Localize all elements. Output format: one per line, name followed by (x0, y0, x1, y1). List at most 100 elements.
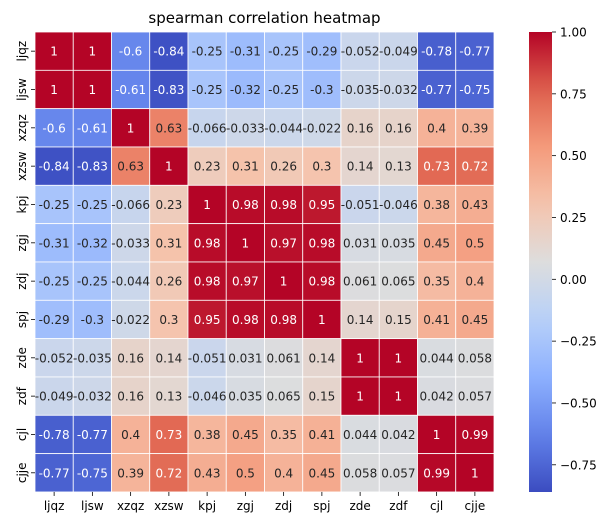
heatmap-cell-cjl-zde (340, 414, 380, 455)
heatmap-cell-xzqz-xzsw (149, 108, 189, 148)
cell-value-label: 0.39 (117, 466, 144, 480)
heatmap-cell-cjje-zdf (378, 453, 418, 493)
cell-value-label: 0.98 (309, 275, 336, 289)
heatmap-cell-xzqz-zdj (264, 108, 304, 148)
cell-value-label: -0.61 (77, 121, 108, 135)
heatmap-cell-zde-zgj (225, 338, 265, 378)
x-tick-label: zdf (389, 499, 408, 513)
cell-value-label: 0.061 (343, 275, 377, 289)
heatmap-cell-zdf-ljsw (72, 376, 112, 416)
cell-value-label: -0.25 (39, 198, 70, 212)
cell-value-label: 0.16 (117, 390, 144, 404)
cell-value-label: 0.15 (309, 390, 336, 404)
cell-value-label: 1 (50, 45, 58, 59)
x-tick-label: cjl (430, 499, 443, 513)
heatmap-cell-ljsw-cjje (455, 69, 495, 110)
cell-value-label: 0.042 (419, 390, 453, 404)
cell-value-label: 0.065 (381, 275, 415, 289)
heatmap-cell-zgj-cjje (455, 223, 495, 263)
colorbar: 1.00 0.75 0.50 0.25 0.00 −0.25 −0.50 −0.75 (529, 26, 597, 492)
heatmap-cell-xzsw-xzqz (111, 146, 151, 186)
heatmap-cell-xzsw-zde (340, 146, 380, 186)
x-tick-label: ljsw (81, 499, 104, 513)
cell-value-label: -0.051 (188, 351, 227, 365)
cell-value-label: 0.99 (462, 428, 489, 442)
cell-value-label: 0.95 (194, 313, 221, 327)
cell-value-label: 0.98 (270, 198, 297, 212)
cell-value-label: 0.43 (462, 198, 489, 212)
cell-value-label: 0.45 (462, 313, 489, 327)
y-axis: ljqz ljsw xzqz xzsw kpj zgj zdj spj zde zdf cjl cjj… (15, 41, 35, 483)
heatmap-cells (34, 31, 495, 493)
cell-value-label: 0.16 (385, 121, 412, 135)
cell-value-label: 0.43 (194, 466, 221, 480)
heatmap-cell-cjl-xzqz (111, 414, 151, 455)
cell-value-label: 0.15 (385, 313, 412, 327)
cell-value-label: 0.5 (236, 466, 255, 480)
heatmap-cell-zde-xzsw (149, 338, 189, 378)
cell-value-label: -0.77 (421, 83, 452, 97)
heatmap-cell-kpj-kpj (187, 184, 227, 225)
y-tick-label: xzsw (15, 151, 29, 181)
heatmap-cell-kpj-zgj (225, 184, 265, 225)
heatmap-cell-ljsw-zdj (264, 69, 304, 110)
cell-value-label: 0.057 (458, 390, 492, 404)
heatmap-cell-zde-spj (302, 338, 342, 378)
cell-value-label: 0.99 (423, 466, 450, 480)
cell-value-label: 0.4 (427, 121, 446, 135)
heatmap-cell-zdf-cjje (455, 376, 495, 416)
cell-value-label: -0.022 (111, 313, 150, 327)
cell-value-label: 0.14 (347, 313, 374, 327)
heatmap-cell-kpj-ljqz (34, 184, 74, 225)
cell-value-label: -0.066 (188, 121, 227, 135)
cell-value-label: -0.25 (192, 83, 223, 97)
heatmap-cell-cjl-zgj (225, 414, 265, 455)
cell-value-label: -0.033 (111, 236, 150, 250)
cell-value-label: 1 (433, 428, 441, 442)
heatmap-cell-zdj-zde (340, 261, 380, 301)
y-tick-label: ljsw (15, 78, 29, 101)
cell-value-label: -0.84 (153, 45, 184, 59)
cell-value-label: 1 (471, 466, 479, 480)
heatmap-cell-zde-zdj (264, 338, 304, 378)
colorbar-gradient (529, 32, 552, 492)
cell-value-label: -0.83 (77, 160, 108, 174)
heatmap-cell-zde-zde (340, 338, 380, 378)
heatmap-cell-spj-cjl (417, 299, 457, 340)
y-tick-label: zgj (15, 234, 29, 251)
cell-value-label: -0.31 (230, 45, 261, 59)
cell-value-label: 0.14 (156, 351, 183, 365)
cell-value-label: -0.051 (341, 198, 380, 212)
heatmap-cell-xzsw-zdj (264, 146, 304, 186)
y-tick-label: spj (15, 311, 29, 328)
cell-value-label: -0.75 (77, 466, 108, 480)
cell-value-label: -0.78 (421, 45, 452, 59)
cell-value-label: -0.25 (192, 45, 223, 59)
cell-value-label: 0.4 (121, 428, 140, 442)
x-tick-label: xzsw (154, 499, 184, 513)
heatmap-cell-kpj-xzqz (111, 184, 151, 225)
heatmap-cell-zdj-zgj (225, 261, 265, 301)
heatmap-cell-kpj-spj (302, 184, 342, 225)
cell-value-label: -0.6 (119, 45, 142, 59)
cell-value-label: 0.13 (385, 160, 412, 174)
heatmap-cell-zgj-ljqz (34, 223, 74, 263)
heatmap-cell-cjl-ljsw (72, 414, 112, 455)
heatmap-cell-zdf-cjl (417, 376, 457, 416)
cell-value-label: -0.3 (310, 83, 333, 97)
heatmap-cell-cjje-cjl (417, 453, 457, 493)
heatmap-cell-ljqz-zdf (378, 31, 418, 71)
cell-value-label: 0.98 (194, 236, 221, 250)
cell-value-label: -0.049 (35, 390, 74, 404)
cell-value-label: 0.41 (309, 428, 336, 442)
cell-value-label: 0.38 (194, 428, 221, 442)
cell-value-label: 0.061 (266, 351, 300, 365)
heatmap-cell-xzsw-cjje (455, 146, 495, 186)
heatmap-cell-spj-zdj (264, 299, 304, 340)
cell-value-label: -0.78 (39, 428, 70, 442)
heatmap-cell-zdj-ljqz (34, 261, 74, 301)
x-tick-label: ljqz (44, 499, 65, 513)
cell-value-label: 0.4 (274, 466, 293, 480)
heatmap-cell-ljqz-spj (302, 31, 342, 71)
cell-value-label: 0.16 (117, 351, 144, 365)
